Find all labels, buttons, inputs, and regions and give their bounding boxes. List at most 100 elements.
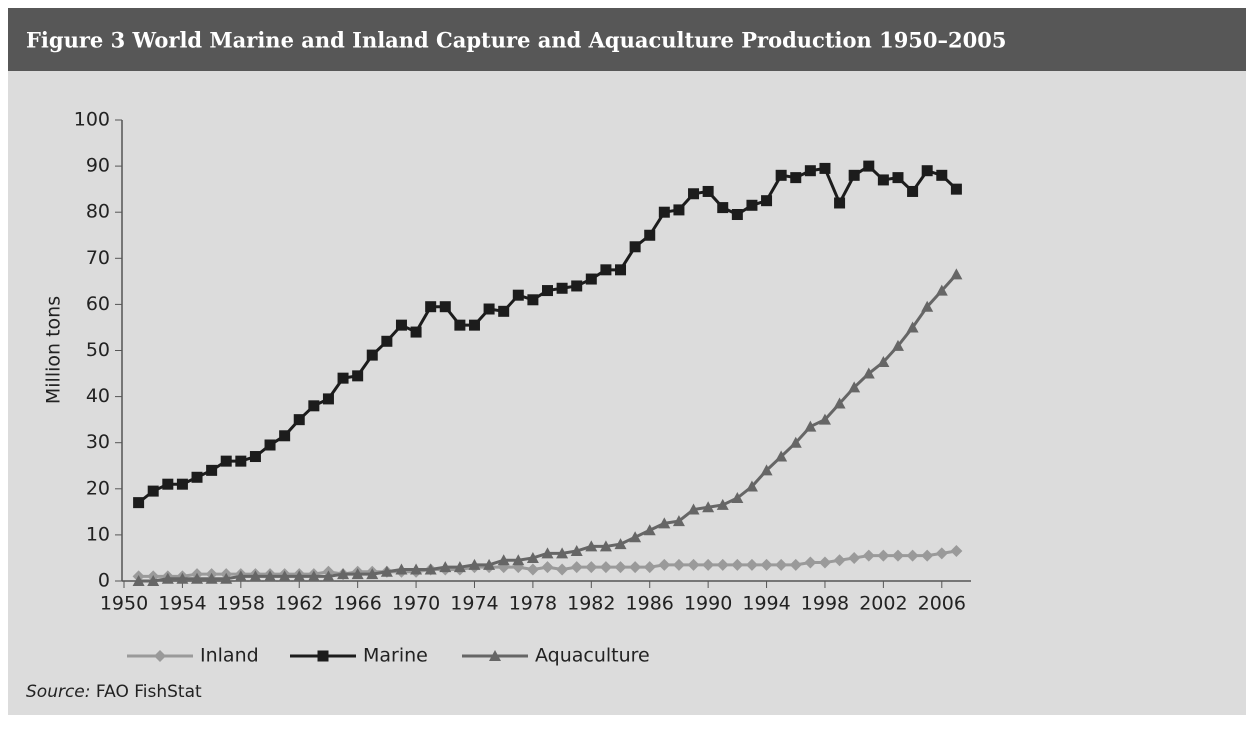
point [264, 570, 277, 582]
x-tick-label: 1974 [450, 593, 498, 615]
y-tick-label: 40 [86, 385, 110, 407]
point [891, 549, 904, 562]
point [497, 554, 510, 566]
point [789, 558, 802, 571]
point [249, 451, 261, 463]
point [673, 204, 685, 216]
point [556, 282, 568, 294]
point [147, 485, 159, 497]
x-tick-label: 1986 [626, 593, 674, 615]
point [176, 478, 188, 490]
point [220, 572, 233, 584]
point [745, 558, 758, 571]
point [848, 169, 860, 181]
point [220, 455, 232, 467]
point [468, 319, 480, 331]
point [585, 273, 597, 285]
point [307, 570, 320, 582]
point [848, 381, 861, 393]
point [760, 464, 773, 476]
point [439, 301, 451, 313]
point [702, 501, 715, 513]
y-tick-label: 90 [86, 155, 110, 177]
point [702, 185, 714, 197]
source-label: Source: [26, 682, 91, 702]
point [716, 498, 729, 510]
point [643, 524, 656, 536]
point [425, 301, 437, 313]
point [731, 492, 744, 504]
point [818, 556, 831, 569]
legend-label: Aquaculture [535, 645, 650, 667]
y-tick-label: 50 [86, 339, 110, 361]
point [162, 478, 174, 490]
point [950, 268, 963, 280]
point [862, 549, 875, 562]
point [760, 558, 773, 571]
point [775, 558, 788, 571]
point [906, 321, 919, 333]
point [264, 439, 276, 451]
point [731, 209, 743, 221]
point [571, 280, 583, 292]
x-tick-label: 1966 [333, 593, 381, 615]
point [556, 547, 569, 559]
point [293, 570, 306, 582]
point [585, 561, 598, 574]
y-tick-label: 0 [98, 570, 110, 592]
header-bar [8, 8, 1246, 71]
point [921, 165, 933, 177]
point [483, 558, 496, 570]
point [453, 561, 466, 573]
point [526, 563, 539, 576]
point [483, 303, 495, 315]
source: Source: FAO FishStat [26, 682, 202, 702]
point [380, 565, 393, 577]
point [702, 558, 715, 571]
point [206, 464, 218, 476]
point [322, 570, 335, 582]
chart-title: Figure 3 World Marine and Inland Capture… [26, 28, 1006, 53]
chart-background [8, 71, 1246, 715]
point [205, 572, 218, 584]
point [936, 169, 948, 181]
point [512, 289, 524, 301]
point [600, 264, 612, 276]
x-tick-label: 1982 [567, 593, 615, 615]
y-tick-label: 60 [86, 293, 110, 315]
y-tick-label: 30 [86, 431, 110, 453]
point [672, 515, 685, 527]
point [818, 413, 831, 425]
point [599, 561, 612, 574]
point [789, 436, 802, 448]
point [834, 197, 846, 209]
x-tick-label: 1958 [217, 593, 265, 615]
point [643, 561, 656, 574]
point [132, 575, 145, 586]
point [570, 545, 583, 557]
point [191, 572, 204, 584]
point [527, 294, 539, 306]
point [848, 551, 861, 564]
x-tick-label: 1990 [684, 593, 732, 615]
point [688, 188, 700, 200]
point [891, 339, 904, 351]
point [921, 300, 934, 312]
point [337, 568, 350, 580]
point [629, 531, 642, 543]
legend-label: Inland [200, 645, 259, 667]
point [731, 558, 744, 571]
point [235, 455, 247, 467]
point [366, 349, 378, 361]
point [717, 202, 729, 214]
point [381, 335, 393, 347]
point [395, 319, 407, 331]
point [629, 241, 641, 253]
point [337, 372, 349, 384]
point [614, 538, 627, 550]
x-tick-label: 1950 [100, 593, 148, 615]
point [161, 572, 174, 584]
point [672, 558, 685, 571]
point [615, 264, 627, 276]
point [658, 206, 670, 218]
